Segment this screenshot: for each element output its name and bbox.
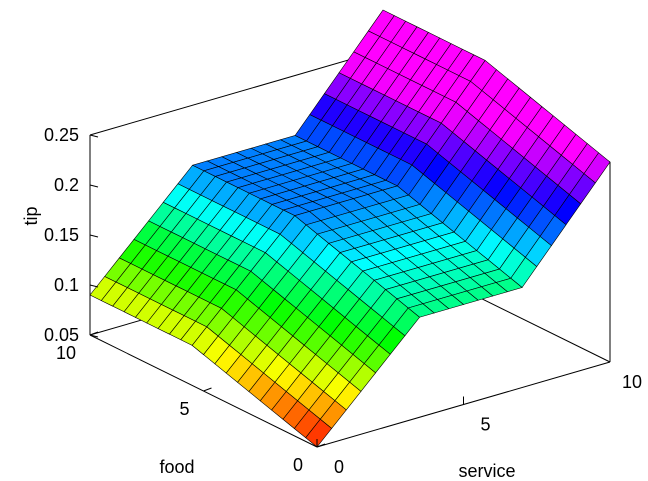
x-tick-label: 10 (622, 372, 642, 392)
z-tick-label: 0.1 (54, 275, 79, 295)
y-axis-label: food (159, 457, 194, 477)
surface-facet (305, 418, 333, 448)
y-tick-label: 5 (179, 399, 189, 419)
z-tick-mark (89, 284, 99, 288)
z-tick-mark (89, 334, 99, 338)
x-axis-label: service (458, 461, 515, 481)
y-tick-label: 0 (293, 455, 303, 475)
x-tick-label: 5 (480, 415, 490, 435)
z-tick-mark (89, 234, 99, 238)
y-tick-label: 10 (56, 343, 76, 363)
y-tick-mark (316, 443, 326, 448)
z-tick-mark (89, 184, 99, 188)
z-tick-label: 0.2 (54, 175, 79, 195)
x-tick-label: 0 (334, 457, 344, 477)
y-tick-mark (203, 387, 212, 392)
tip-surface (89, 9, 611, 448)
box-edge-top-back (89, 49, 384, 136)
z-tick-label: 0.05 (44, 325, 79, 345)
z-axis-label: tip (21, 206, 41, 225)
z-tick-label: 0.25 (44, 125, 79, 145)
z-tick-label: 0.15 (44, 225, 79, 245)
z-tick-mark (89, 134, 99, 138)
y-tick-mark (89, 331, 99, 336)
